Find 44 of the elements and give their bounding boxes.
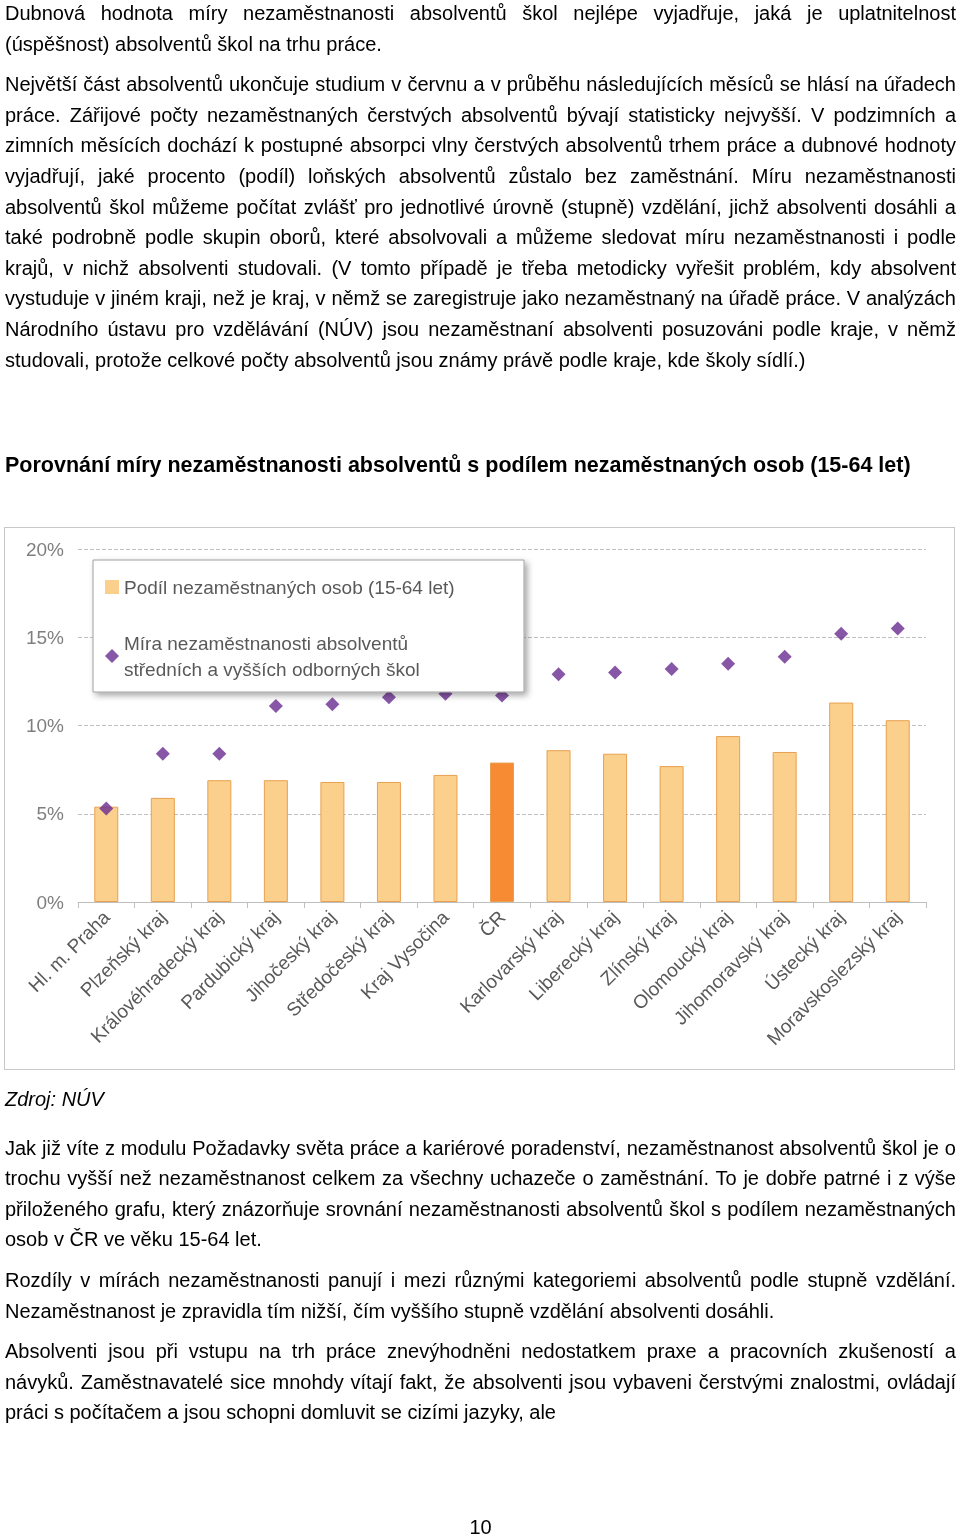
y-tick-label: 10% bbox=[25, 715, 65, 736]
point bbox=[890, 621, 905, 636]
bar bbox=[885, 720, 910, 902]
bar bbox=[320, 781, 345, 902]
point bbox=[155, 746, 170, 761]
point bbox=[212, 746, 227, 761]
legend-label: Míra nezaměstnanosti absolventů středních a vyšších odborných škol bbox=[124, 632, 420, 680]
text: Rozdíly v mírách nezaměstnanosti panují i mezi různými kategoriemi absolventů podle stupně vzdělání. Nezaměstnanost je zpravidla tím nižší, čím vyššího stupně vzdělání absolventi dosáhli. bbox=[5, 1267, 956, 1324]
bar bbox=[376, 781, 401, 902]
y-tick-label: 5% bbox=[36, 803, 65, 825]
bar bbox=[829, 702, 854, 902]
bar bbox=[546, 750, 571, 902]
x-tick-label: ČR bbox=[475, 906, 510, 941]
bar bbox=[603, 753, 628, 902]
bar bbox=[94, 806, 119, 902]
y-tick-label: 20% bbox=[25, 538, 65, 560]
point bbox=[99, 801, 114, 816]
legend-label: Podíl nezaměstnaných osob (15-64 let) bbox=[124, 576, 455, 598]
text: Jak již víte z modulu Požadavky světa práce a kariérové poradenství, nezaměstnanost absolventů škol je o trochu vyšší než nezaměstnanost celkem za všechny uchazeče o zaměstnání. To je dobře patrné i z výše přiloženého grafu, který znázorňuje srovnání nezaměstnanosti absolventů škol s podílem nezaměstnaných osob v ČR ve věku 15-64 let. bbox=[5, 1135, 956, 1253]
point bbox=[664, 662, 679, 677]
chart-title: Porovnání míry nezaměstnanosti absolventů s podílem nezaměstnaných osob (15-64 let) bbox=[5, 452, 912, 479]
point bbox=[268, 699, 283, 714]
text: Dubnová hodnota míry nezaměstnanosti absolventů škol nejlépe vyjadřuje, jaká je uplatnitelnost (úspěšnost) absolventů škol na trhu práce. bbox=[5, 1, 956, 57]
point bbox=[834, 626, 849, 641]
point bbox=[551, 667, 566, 682]
text: Zdroj: NÚV bbox=[5, 1087, 106, 1112]
point bbox=[777, 649, 792, 664]
text: Největší část absolventů ukončuje studium v červnu a v průběhu následujících měsíců se hlásí na úřadech práce. Zářijové počty nezaměstnaných čerstvých absolventů bývají statisticky nejvyšší. V podzimních a zimních měsících dochází k postupné absorpci vlny čerstvých absolventů trhem práce a dubnové hodnoty vyjadřují, jaké procento (podíl) loňských absolventů zůstalo bez zaměstnání. Míru nezaměstnanosti absolventů škol můžeme počítat zvlášť pro jednotlivé úrovně (stupně) vzdělání, jichž absolventi dosáhli a také podrobně podle skupin oborů, které absolvovali a můžeme sledovat míru nezaměstnanosti i podle krajů, v nichž absolventi studovali. (V tomto případě je třeba metodicky vyřešit problém, kdy absolvent vystuduje v jiném kraji, než je kraj, v němž se zaregistruje jako nezaměstnaný na úřadě práce. V analýzách Národního ústavu pro vzdělávání (NÚV) jsou nezaměstnaní absolventi posuzováni podle kraje, v němž studovali, protože celkové počty absolventů jsou známy právě podle kraje, kde školy sídlí.) bbox=[5, 73, 956, 371]
y-tick-label: 0% bbox=[36, 891, 65, 913]
bar bbox=[772, 751, 797, 902]
point bbox=[608, 665, 623, 680]
text: Absolventi jsou při vstupu na trh práce znevýhodněni nedostatkem praxe a pracovních zkušeností a návyků. Zaměstnavatelé sice mnohdy vítají fakt, že absolventi jsou vybaveni čerstvými znalostmi, ovládají práci s počítačem a jsou schopni domluvit se cizími jazyky, ale bbox=[5, 1339, 956, 1426]
bar bbox=[263, 780, 288, 902]
bar bbox=[716, 736, 741, 902]
bar bbox=[150, 797, 175, 902]
point bbox=[721, 656, 736, 671]
point bbox=[325, 697, 340, 712]
bar bbox=[207, 780, 232, 902]
bar bbox=[433, 774, 458, 902]
text: 10 bbox=[468, 1515, 493, 1537]
point bbox=[381, 690, 396, 705]
y-tick-label: 15% bbox=[25, 626, 65, 648]
bar bbox=[659, 766, 684, 902]
bar bbox=[490, 762, 514, 902]
